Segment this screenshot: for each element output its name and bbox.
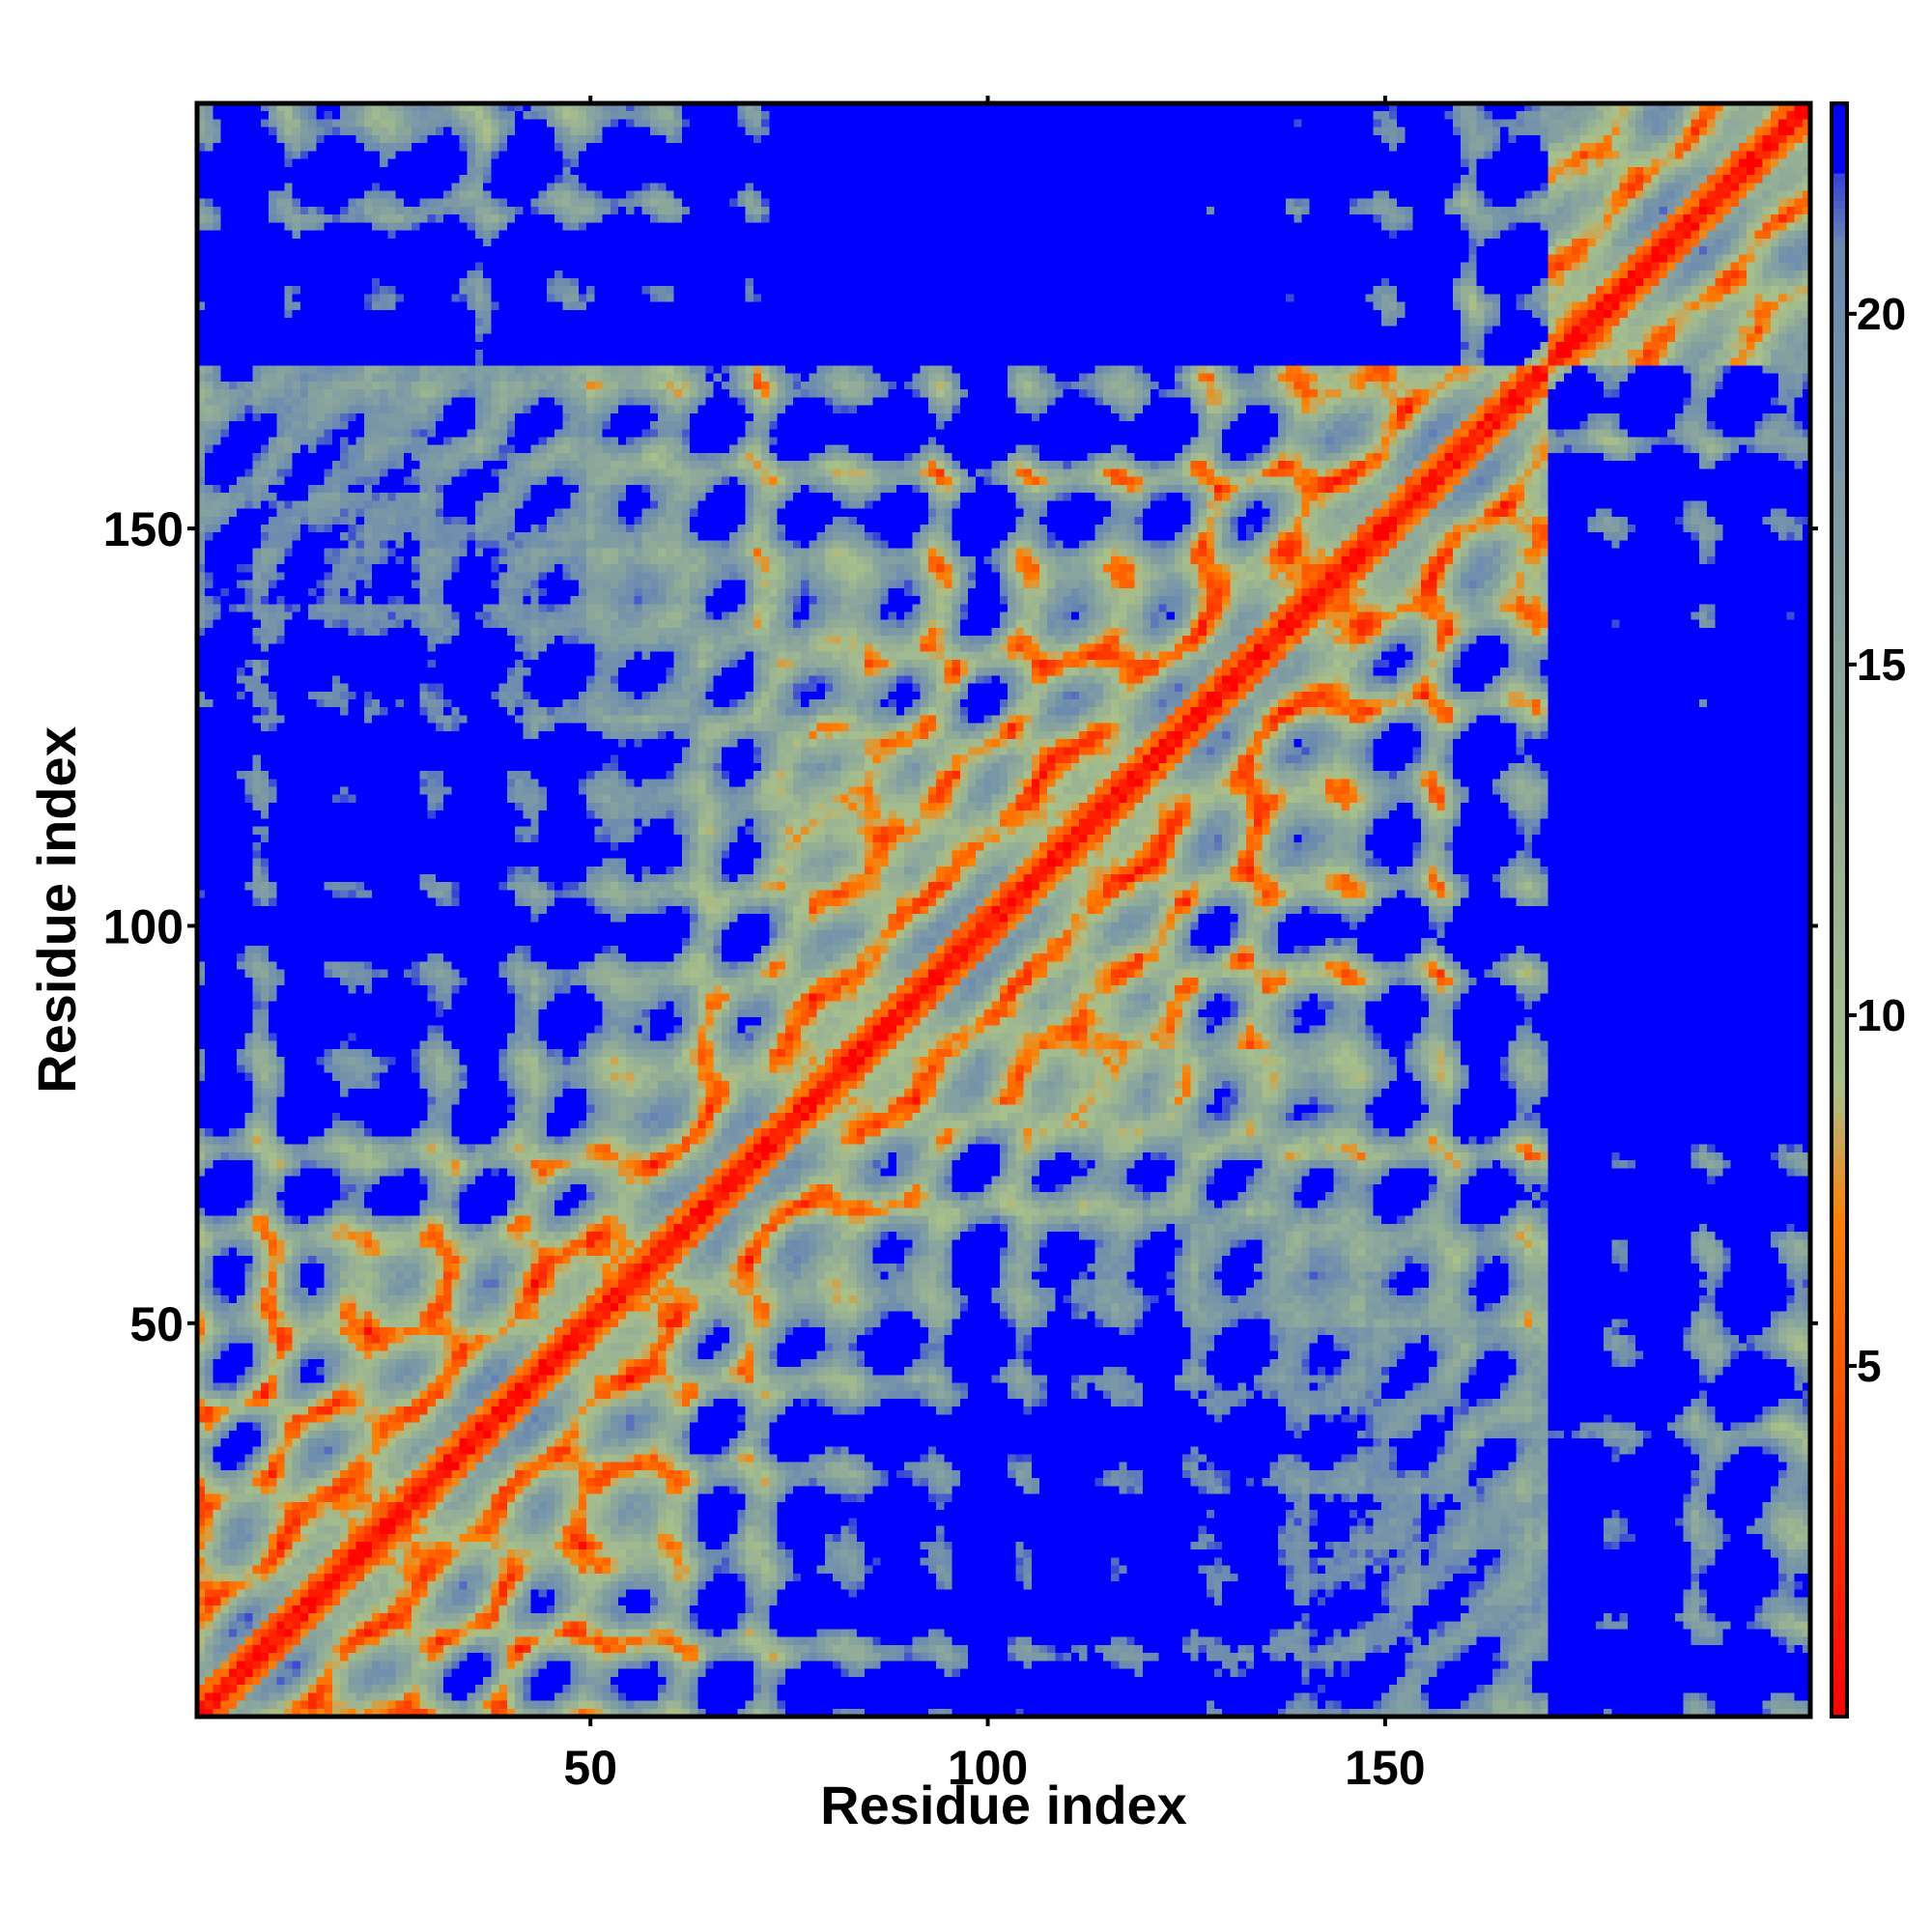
colorbar-frame xyxy=(1830,101,1849,1719)
x-tick-label: 100 xyxy=(948,1741,1028,1795)
plot-frame xyxy=(194,100,1813,1719)
colorbar-tick-label: 10 xyxy=(1857,990,1906,1040)
colorbar-tick-label: 15 xyxy=(1857,639,1906,690)
y-axis-title: Residue index xyxy=(26,726,87,1094)
colorbar-tick-label: 5 xyxy=(1857,1341,1882,1391)
y-tick-label: 150 xyxy=(103,502,184,556)
y-tick-label: 50 xyxy=(129,1297,184,1351)
x-tick-label: 50 xyxy=(563,1741,617,1795)
y-axis-ticks: 50 100 150 xyxy=(103,502,1818,1351)
x-axis-ticks: 50 100 150 xyxy=(563,96,1426,1795)
colorbar-ticks: 5 10 15 20 xyxy=(1847,289,1906,1391)
x-tick-label: 150 xyxy=(1345,1741,1425,1795)
y-tick-label: 100 xyxy=(103,899,184,953)
colorbar-tick-label: 20 xyxy=(1857,289,1906,339)
colorbar-gradient xyxy=(1832,103,1847,1717)
x-axis-title: Residue index xyxy=(820,1775,1187,1835)
heatmap-cells xyxy=(197,103,1810,1717)
